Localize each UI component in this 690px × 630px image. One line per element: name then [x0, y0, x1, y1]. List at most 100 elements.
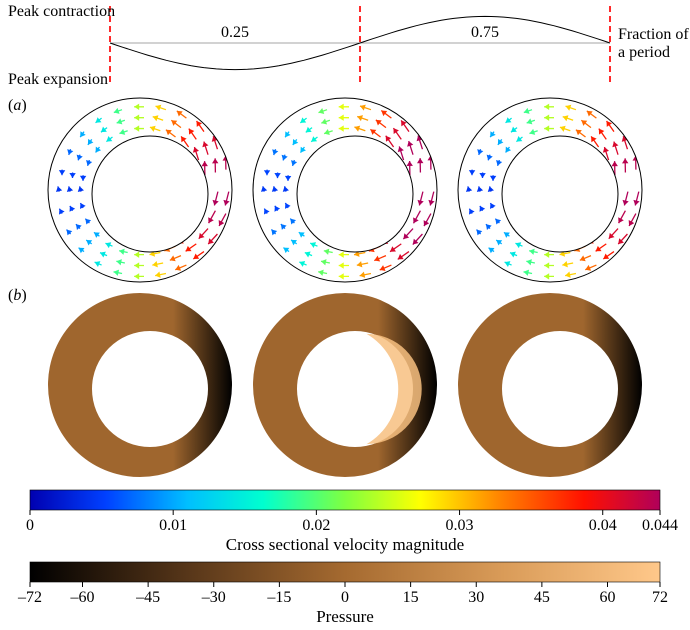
velocity-arrow-head — [339, 104, 344, 110]
velocity-arrow-head — [633, 200, 639, 206]
velocity-arrow-head — [488, 186, 494, 192]
inner-circle — [502, 136, 618, 252]
velocity-arrow-head — [544, 125, 549, 131]
velocity-arrow-head — [134, 262, 139, 268]
colorbar-tick-label: 45 — [534, 589, 550, 606]
velocity-arrow-head — [78, 186, 84, 192]
velocity-arrow-head — [134, 125, 139, 131]
velocity-arrow-head — [67, 186, 73, 192]
velocity-arrow-head — [202, 161, 208, 166]
velocity-arrow-head — [134, 114, 139, 120]
velocity-arrow-head — [612, 161, 618, 166]
velocity-arrow-head — [106, 136, 112, 142]
peak-contraction-label: Peak contraction — [8, 3, 115, 20]
inner-circle — [92, 136, 208, 252]
velocity-arrow-head — [587, 111, 593, 117]
colorbar-tick-label: 0.02 — [302, 517, 330, 534]
velocity-arrow-head — [101, 127, 107, 133]
colorbar-tick-label: –72 — [17, 589, 42, 606]
velocity-arrow-head — [394, 228, 400, 234]
velocity-arrow-head — [581, 120, 587, 126]
colorbar-tick-label: 30 — [468, 589, 484, 606]
velocity-arrow-head — [495, 219, 501, 225]
pressure-fill — [458, 293, 642, 477]
velocity-arrow — [588, 236, 599, 243]
colorbar-tick-label: 0.01 — [159, 517, 187, 534]
velocity-arrow-head — [339, 114, 344, 120]
velocity-arrow-head — [357, 261, 363, 267]
velocity-arrow-head — [486, 224, 492, 230]
panel-label-a: (a) — [8, 97, 27, 114]
colorbar-tick-label: 0.044 — [642, 517, 678, 534]
velocity-arrow-head — [189, 227, 195, 233]
velocity-arrow — [178, 236, 189, 243]
velocity-arrow-head — [56, 186, 62, 192]
velocity-arrow-head — [311, 136, 317, 142]
velocity-arrow-head — [274, 173, 280, 178]
inner-circle — [297, 136, 413, 252]
colorbar-tick-label: 60 — [600, 589, 616, 606]
velocity-arrow-head — [623, 200, 629, 206]
velocity-arrow-head — [134, 104, 139, 110]
phase-tick-label: 0.25 — [221, 24, 249, 41]
fraction-label: Fraction ofa period — [618, 26, 689, 61]
velocity-arrow-head — [155, 272, 161, 278]
velocity-arrow-head — [376, 120, 382, 126]
velocity-arrow-head — [171, 120, 177, 126]
velocity-arrow-head — [526, 259, 532, 265]
velocity-arrow-head — [466, 186, 472, 192]
velocity-arrow-head — [562, 261, 568, 267]
velocity-arrow-head — [506, 117, 512, 123]
velocity-arrow-head — [114, 270, 120, 276]
velocity-arrow-head — [85, 219, 91, 225]
velocity-arrow-head — [544, 273, 549, 279]
velocity-arrow-head — [544, 251, 549, 257]
colorbar-tick-label: 0.04 — [589, 517, 617, 534]
velocity-annulus — [253, 98, 437, 282]
velocity-arrow-head — [622, 158, 628, 163]
velocity-arrow — [409, 192, 413, 206]
velocity-arrow-head — [544, 262, 549, 268]
velocity-annulus — [458, 98, 642, 282]
velocity-arrow-head — [417, 158, 423, 163]
velocity-arrow-head — [134, 273, 139, 279]
velocity-arrow-head — [272, 186, 278, 192]
velocity-arrow-head — [407, 161, 413, 166]
velocity-annulus — [48, 98, 232, 282]
velocity-arrow-head — [283, 186, 289, 192]
velocity-arrow-head — [339, 125, 344, 131]
velocity-arrow-head — [59, 209, 65, 215]
velocity-arrow-head — [477, 186, 483, 192]
velocity-arrow-head — [490, 203, 496, 209]
velocity-arrow-head — [76, 224, 82, 230]
velocity-arrow-head — [134, 251, 139, 257]
colorbar-rect — [30, 490, 660, 510]
velocity-arrow-head — [477, 230, 483, 236]
velocity-arrow-head — [576, 130, 582, 136]
velocity-arrow-head — [69, 173, 75, 178]
velocity-arrow-head — [544, 114, 549, 120]
peak-expansion-label: Peak expansion — [8, 71, 108, 88]
velocity-arrow-head — [67, 230, 73, 236]
colorbar-title: Cross sectional velocity magnitude — [226, 535, 464, 554]
velocity-arrow-head — [152, 261, 158, 267]
velocity-arrow-head — [418, 200, 424, 206]
velocity-arrow-head — [213, 200, 219, 206]
panel-label-b: (b) — [8, 287, 27, 304]
colorbar-tick-label: 15 — [403, 589, 419, 606]
velocity-arrow-head — [223, 200, 229, 206]
velocity-arrow-head — [290, 219, 296, 225]
velocity-arrow-head — [80, 176, 86, 181]
pressure-colorbar: –72–60–45–30–1501530456072Pressure — [17, 562, 668, 626]
velocity-arrow-head — [381, 110, 387, 116]
velocity-arrow-head — [516, 136, 522, 142]
velocity-arrow-head — [599, 227, 605, 233]
pressure-annulus — [253, 293, 437, 477]
pressure-annulus — [458, 293, 642, 477]
velocity-arrow-head — [177, 111, 183, 117]
velocity-arrow-head — [565, 272, 571, 278]
velocity-arrow-head — [339, 273, 344, 279]
velocity-arrow-head — [469, 209, 475, 215]
velocity-arrow-head — [318, 270, 324, 276]
velocity-arrow-head — [324, 249, 330, 255]
